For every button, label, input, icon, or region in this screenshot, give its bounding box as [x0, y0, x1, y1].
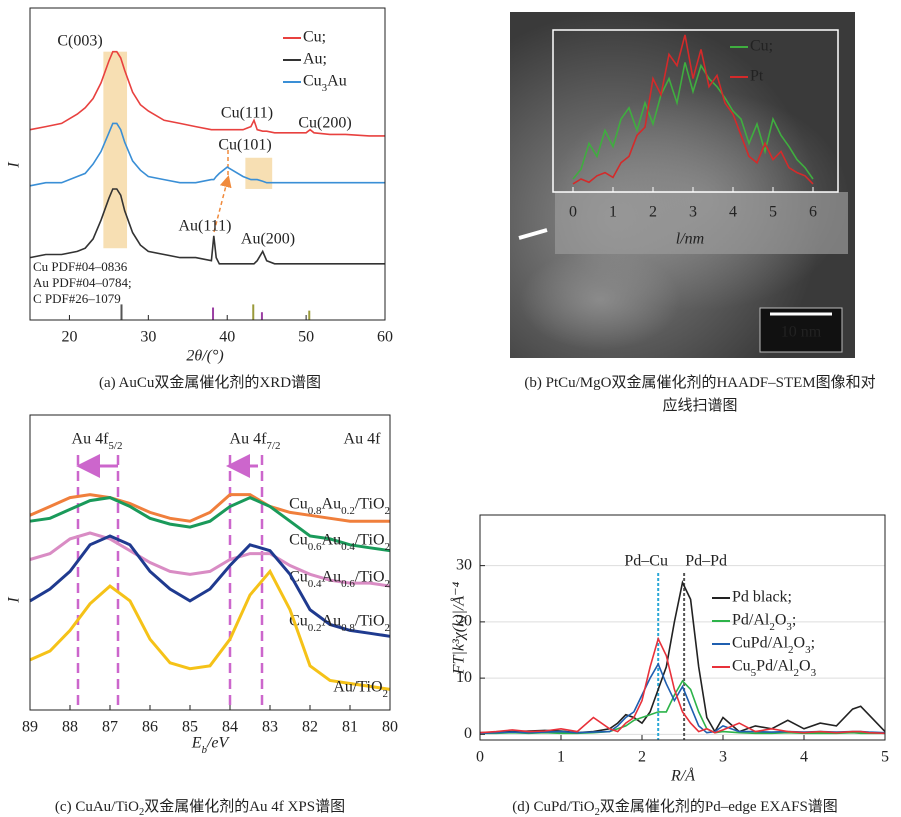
x-tick-label: 5 [881, 749, 889, 766]
series-line [480, 681, 885, 733]
x-tick-label: 40 [219, 329, 235, 346]
annotation: Cu(111) [221, 105, 273, 122]
x-tick-label: 84 [222, 719, 238, 736]
legend-label: Pt [750, 68, 764, 85]
x-tick-label: 5 [769, 204, 777, 221]
caption: (a) AuCu双金属催化剂的XRD谱图 [30, 372, 390, 395]
figure: 2030405060Cu PDF#04–0836Au PDF#04–0784;C… [0, 0, 901, 817]
legend-label: CuPd/Al2O3; [732, 635, 815, 656]
series-label: Cu0.4Au0.6/TiO2 [289, 569, 390, 590]
y-axis-label: I [6, 597, 23, 604]
x-tick-label: 0 [569, 204, 577, 221]
legend-label: Pd black; [732, 589, 792, 606]
x-tick-label: 3 [689, 204, 697, 221]
caption: (b) PtCu/MgO双金属催化剂的HAADF–STEM图像和对应线扫谱图 [520, 372, 880, 418]
legend-label: Au; [303, 51, 327, 68]
x-tick-label: 1 [609, 204, 617, 221]
annotation: Au 4f [344, 431, 382, 448]
annotation: Cu(101) [218, 137, 271, 154]
legend-label: Cu3Au [303, 73, 347, 94]
x-tick-label: 4 [729, 204, 737, 221]
x-tick-label: 0 [476, 749, 484, 766]
annotation: Cu(200) [298, 115, 351, 132]
x-tick-label: 81 [342, 719, 358, 736]
plot-frame [480, 515, 885, 740]
legend-label: Pd/Al2O3; [732, 612, 796, 633]
reference-label: Pd–Cu [624, 553, 668, 570]
series-line [480, 664, 885, 733]
annotation: Au(200) [241, 231, 295, 248]
y-axis-label: I [6, 162, 23, 169]
x-axis-label: R/Å [670, 767, 695, 785]
annotation: Au(111) [178, 218, 231, 235]
x-tick-label: 86 [142, 719, 158, 736]
x-tick-label: 83 [262, 719, 278, 736]
x-tick-label: 2 [638, 749, 646, 766]
x-tick-label: 89 [22, 719, 38, 736]
x-tick-label: 30 [140, 329, 156, 346]
highlight [245, 158, 272, 189]
x-tick-label: 88 [62, 719, 78, 736]
reference-label: C PDF#26–1079 [33, 291, 121, 306]
x-tick-label: 1 [557, 749, 565, 766]
x-tick-label: 60 [377, 329, 393, 346]
scale-bar-label: 10 nm [781, 324, 822, 341]
series-label: Au/TiO2 [333, 679, 388, 700]
reference-label: Pd–Pd [685, 553, 727, 570]
series-label: Cu0.2Au0.8/TiO2 [289, 613, 390, 634]
annotation: C(003) [57, 33, 102, 50]
y-tick-label: 30 [456, 556, 472, 573]
annotation: Au 4f5/2 [72, 431, 123, 452]
x-tick-label: 3 [719, 749, 727, 766]
x-axis-label: Eb/eV [191, 735, 231, 756]
x-tick-label: 20 [61, 329, 77, 346]
x-tick-label: 87 [102, 719, 118, 736]
x-axis-label: l/nm [676, 231, 704, 248]
y-axis-label: FT|k³χ(k)|/Å⁻⁴ [450, 581, 468, 675]
reference-label: Cu PDF#04–0836 [33, 259, 128, 274]
x-tick-label: 80 [382, 719, 398, 736]
series-line [30, 123, 385, 185]
x-tick-label: 4 [800, 749, 808, 766]
x-axis-label: 2θ/(°) [186, 348, 223, 365]
highlight [103, 52, 127, 249]
annotation: Au 4f7/2 [230, 431, 281, 452]
y-tick-label: 0 [464, 725, 472, 742]
x-tick-label: 50 [298, 329, 314, 346]
x-tick-label: 6 [809, 204, 817, 221]
x-tick-label: 2 [649, 204, 657, 221]
x-tick-label: 82 [302, 719, 318, 736]
reference-label: Au PDF#04–0784; [33, 275, 132, 290]
caption: (c) CuAu/TiO2双金属催化剂的Au 4f XPS谱图 [0, 796, 400, 817]
x-tick-label: 85 [182, 719, 198, 736]
legend-label: Cu5Pd/Al2O3 [732, 658, 817, 679]
legend-label: Cu; [750, 38, 773, 55]
legend-label: Cu; [303, 29, 326, 46]
caption: (d) CuPd/TiO2双金属催化剂的Pd–edge EXAFS谱图 [455, 796, 895, 817]
image-texture [520, 250, 680, 350]
